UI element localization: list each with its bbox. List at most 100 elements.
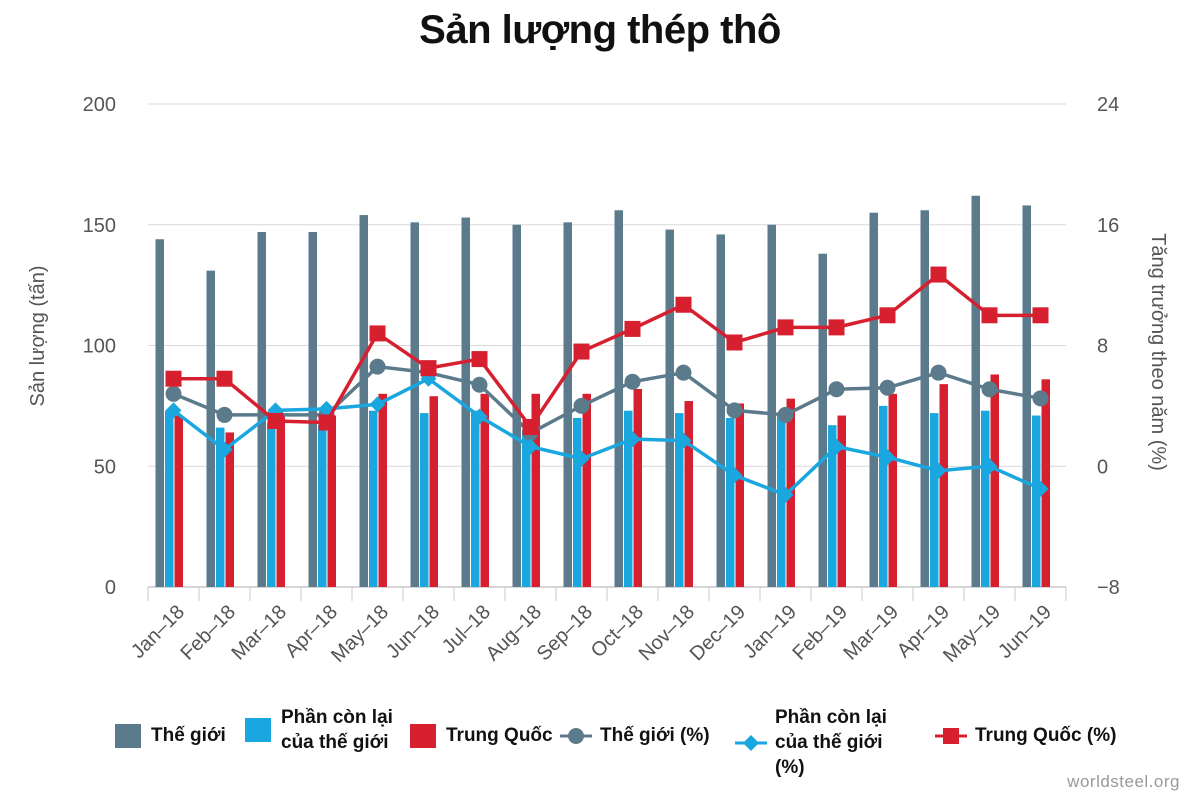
x-tick-label: May–19 [939,601,1005,667]
point-rest-of-world-pct [726,467,743,484]
bar-china [633,388,642,587]
bar-rest-of-world [522,430,531,587]
y-right-tick-label: 16 [1097,215,1119,237]
point-world-pct [165,385,182,402]
bar-rest-of-world [624,410,633,587]
legend-item-rest-of-world[interactable]: Phần còn lại của thế giới [245,705,393,755]
point-china-pct [369,325,386,342]
point-world-pct [216,406,233,423]
point-world-pct [828,381,845,398]
bar-world [359,215,368,587]
legend-swatch-rest-of-world [245,718,271,742]
point-rest-of-world-pct [216,441,233,458]
point-rest-of-world-pct [624,431,641,448]
x-tick-label: Jun–18 [382,601,444,663]
bar-rest-of-world [981,410,990,587]
point-china-pct [267,412,284,429]
bar-rest-of-world [777,413,786,587]
legend-label-china-pct: Trung Quốc (%) [975,725,1117,746]
x-tick-label: Sep–18 [533,601,597,665]
bar-world [614,210,623,587]
point-china-pct [981,307,998,324]
legend-label-rest-of-world: Phần còn lại của thế giới [281,707,393,753]
bar-china [837,415,846,587]
point-rest-of-world-pct [369,396,386,413]
bar-rest-of-world [675,413,684,587]
bar-china [225,432,234,587]
x-tick-label: Mar–19 [840,601,904,665]
bar-rest-of-world [573,417,582,587]
legend-item-world[interactable]: Thế giới [115,723,226,748]
point-world-pct [930,364,947,381]
point-china-pct [318,414,335,431]
x-tick-label: Feb–18 [177,601,241,665]
legend-label-rest-of-world-pct: Phần còn lại của thế giới (%) [775,707,887,778]
legend-item-china[interactable]: Trung Quốc [410,723,553,748]
bar-world [665,229,674,587]
point-china-pct [828,319,845,336]
bar-world [971,195,980,587]
bar-china [429,396,438,587]
point-china-pct [573,343,590,360]
bar-rest-of-world [726,417,735,587]
x-tick-label: Nov–18 [635,601,699,665]
point-world-pct [573,397,590,414]
legend-item-china-pct[interactable]: Trung Quốc (%) [935,723,1116,748]
legend-label-world: Thế giới [151,725,226,746]
bar-world [563,222,572,587]
point-rest-of-world-pct [981,458,998,475]
point-china-pct [675,296,692,313]
legend-label-china: Trung Quốc [446,725,553,746]
point-china-pct [471,351,488,368]
point-rest-of-world-pct [1032,480,1049,497]
legend: Thế giới Phần còn lại của thế giới Trung… [0,705,1200,795]
bar-china [378,393,387,587]
bar-china [531,393,540,587]
line-china-pct [173,272,1041,429]
bar-china [276,415,285,587]
bar-rest-of-world [165,410,174,587]
bar-china [888,393,897,587]
bar-rest-of-world [1032,415,1041,587]
legend-item-world-pct[interactable]: Thế giới (%) [560,723,710,748]
bar-china [684,401,693,587]
point-china-pct [165,370,182,387]
point-rest-of-world-pct [522,438,539,455]
bar-china [582,393,591,587]
point-world-pct [726,402,743,419]
point-world-pct [675,364,692,381]
legend-label-world-pct: Thế giới (%) [600,725,710,746]
bar-world [818,253,827,588]
y2-axis-title: Tăng trưởng theo năm (%) [1147,233,1169,471]
point-china-pct [777,319,794,336]
y-right-tick-label: 24 [1097,94,1119,116]
point-world-pct [1032,390,1049,407]
point-rest-of-world-pct [777,486,794,503]
bar-world [920,210,929,587]
chart-title: Sản lượng thép thô [419,8,781,52]
x-tick-label: Aug–18 [482,601,546,665]
bar-rest-of-world [216,427,225,587]
point-china-pct [879,307,896,324]
point-china-pct [930,266,947,283]
y-right-tick-label: 0 [1097,456,1108,478]
point-rest-of-world-pct [930,462,947,479]
point-world-pct [981,381,998,398]
point-world-pct [624,373,641,390]
legend-item-rest-of-world-pct[interactable]: Phần còn lại của thế giới (%) [735,705,887,780]
point-china-pct [420,360,437,377]
bar-rest-of-world [267,422,276,587]
x-tick-label: Mar–18 [228,601,292,665]
bar-china [990,374,999,587]
y-left-tick-label: 200 [83,94,116,116]
legend-swatch-rest-of-world-pct [735,735,767,751]
legend-swatch-world-pct [560,727,592,744]
bar-world [206,270,215,587]
bar-rest-of-world [471,410,480,587]
x-tick-label: Jan–19 [739,601,801,663]
point-rest-of-world-pct [471,408,488,425]
point-world-pct [369,358,386,375]
y-axis-title: Sản lượng (tấn) [27,265,49,406]
bar-rest-of-world [318,425,327,587]
